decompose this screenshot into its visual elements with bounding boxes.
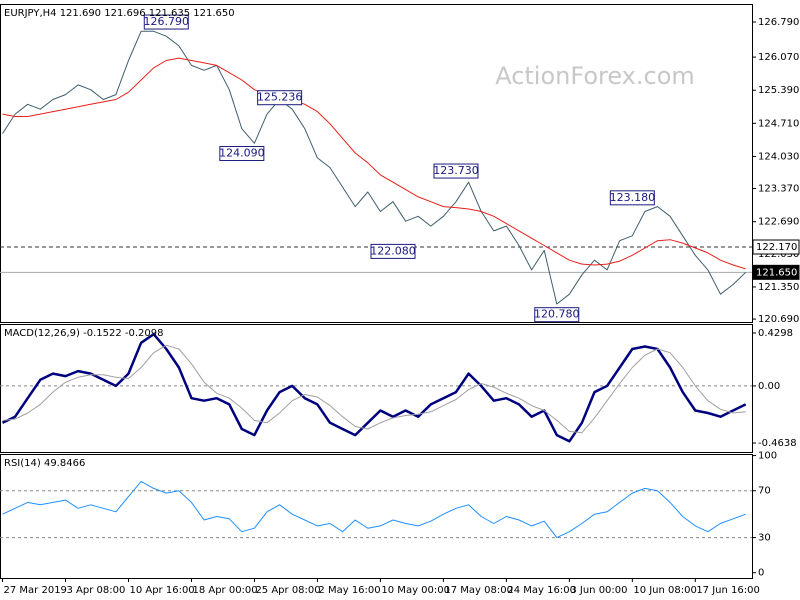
y-tick-label: 121.350 — [758, 282, 799, 293]
series-line — [2, 480, 746, 539]
annotation-box — [534, 307, 580, 323]
annotation-box — [370, 243, 416, 259]
price-panel — [0, 4, 753, 323]
x-tick-label: 25 Apr 08:00 — [255, 585, 320, 596]
series-line — [2, 344, 746, 434]
annotation-box — [143, 14, 189, 30]
annotation-box — [219, 146, 265, 162]
x-tick-label: 18 Apr 00:00 — [192, 585, 257, 596]
y-tick-label: 123.370 — [758, 184, 799, 195]
panel-title: RSI(14) 49.8466 — [4, 458, 85, 469]
y-tick-label: 124.710 — [758, 118, 799, 129]
y-tick-label: 126.790 — [758, 17, 799, 28]
price-line-box — [752, 264, 800, 280]
x-tick-label: 3 Jun 00:00 — [570, 585, 627, 596]
annotation-label: 123.730 — [433, 164, 479, 177]
x-tick-label: 24 May 16:00 — [507, 585, 576, 596]
series-line — [2, 30, 747, 305]
price-line-box — [752, 239, 800, 255]
y-tick-label: 122.690 — [758, 217, 799, 228]
y-tick-label: 0.00 — [758, 381, 780, 392]
price-line-label: 122.170 — [756, 242, 797, 253]
y-tick-label: 70 — [758, 486, 771, 497]
annotation-label: 125.236 — [257, 91, 303, 104]
annotation-box — [433, 163, 479, 179]
series-line — [2, 57, 746, 270]
annotation-label: 120.780 — [534, 308, 580, 321]
x-tick-label: 10 Apr 16:00 — [129, 585, 194, 596]
annotation-box — [609, 190, 655, 206]
y-tick-label: -0.4638 — [758, 438, 797, 449]
annotation-label: 124.090 — [219, 147, 265, 160]
annotation-label: 123.180 — [610, 191, 656, 204]
annotation-label: 122.080 — [370, 244, 416, 257]
y-tick-label: 120.690 — [758, 314, 799, 325]
x-tick-label: 27 Mar 2019 — [4, 585, 67, 596]
y-tick-label: 126.070 — [758, 52, 799, 63]
panel-title: MACD(12,26,9) -0.1522 -0.2098 — [4, 328, 164, 339]
x-tick-label: 17 Jun 16:00 — [696, 585, 760, 596]
y-tick-label: 124.030 — [758, 151, 799, 162]
macd-panel — [0, 324, 753, 453]
watermark: ActionForex.com — [495, 62, 695, 90]
annotation-box — [257, 90, 303, 106]
y-tick-label: 0 — [758, 568, 764, 579]
y-tick-label: 100 — [758, 451, 777, 462]
y-tick-label: 0.4298 — [758, 328, 793, 339]
price-line-label: 121.650 — [756, 267, 797, 278]
y-tick-label: 125.390 — [758, 85, 799, 96]
x-tick-label: 17 May 08:00 — [444, 585, 513, 596]
panel-title: EURJPY,H4 121.690 121.696 121.635 121.65… — [4, 8, 235, 19]
rsi-panel — [0, 454, 753, 579]
x-tick-label: 10 May 00:00 — [381, 585, 450, 596]
x-tick-label: 3 Apr 08:00 — [67, 585, 126, 596]
x-tick-label: 2 May 16:00 — [318, 585, 380, 596]
y-tick-label: 30 — [758, 533, 771, 544]
annotation-label: 126.790 — [144, 15, 190, 28]
series-line — [1, 332, 747, 443]
x-tick-label: 10 Jun 08:00 — [633, 585, 697, 596]
